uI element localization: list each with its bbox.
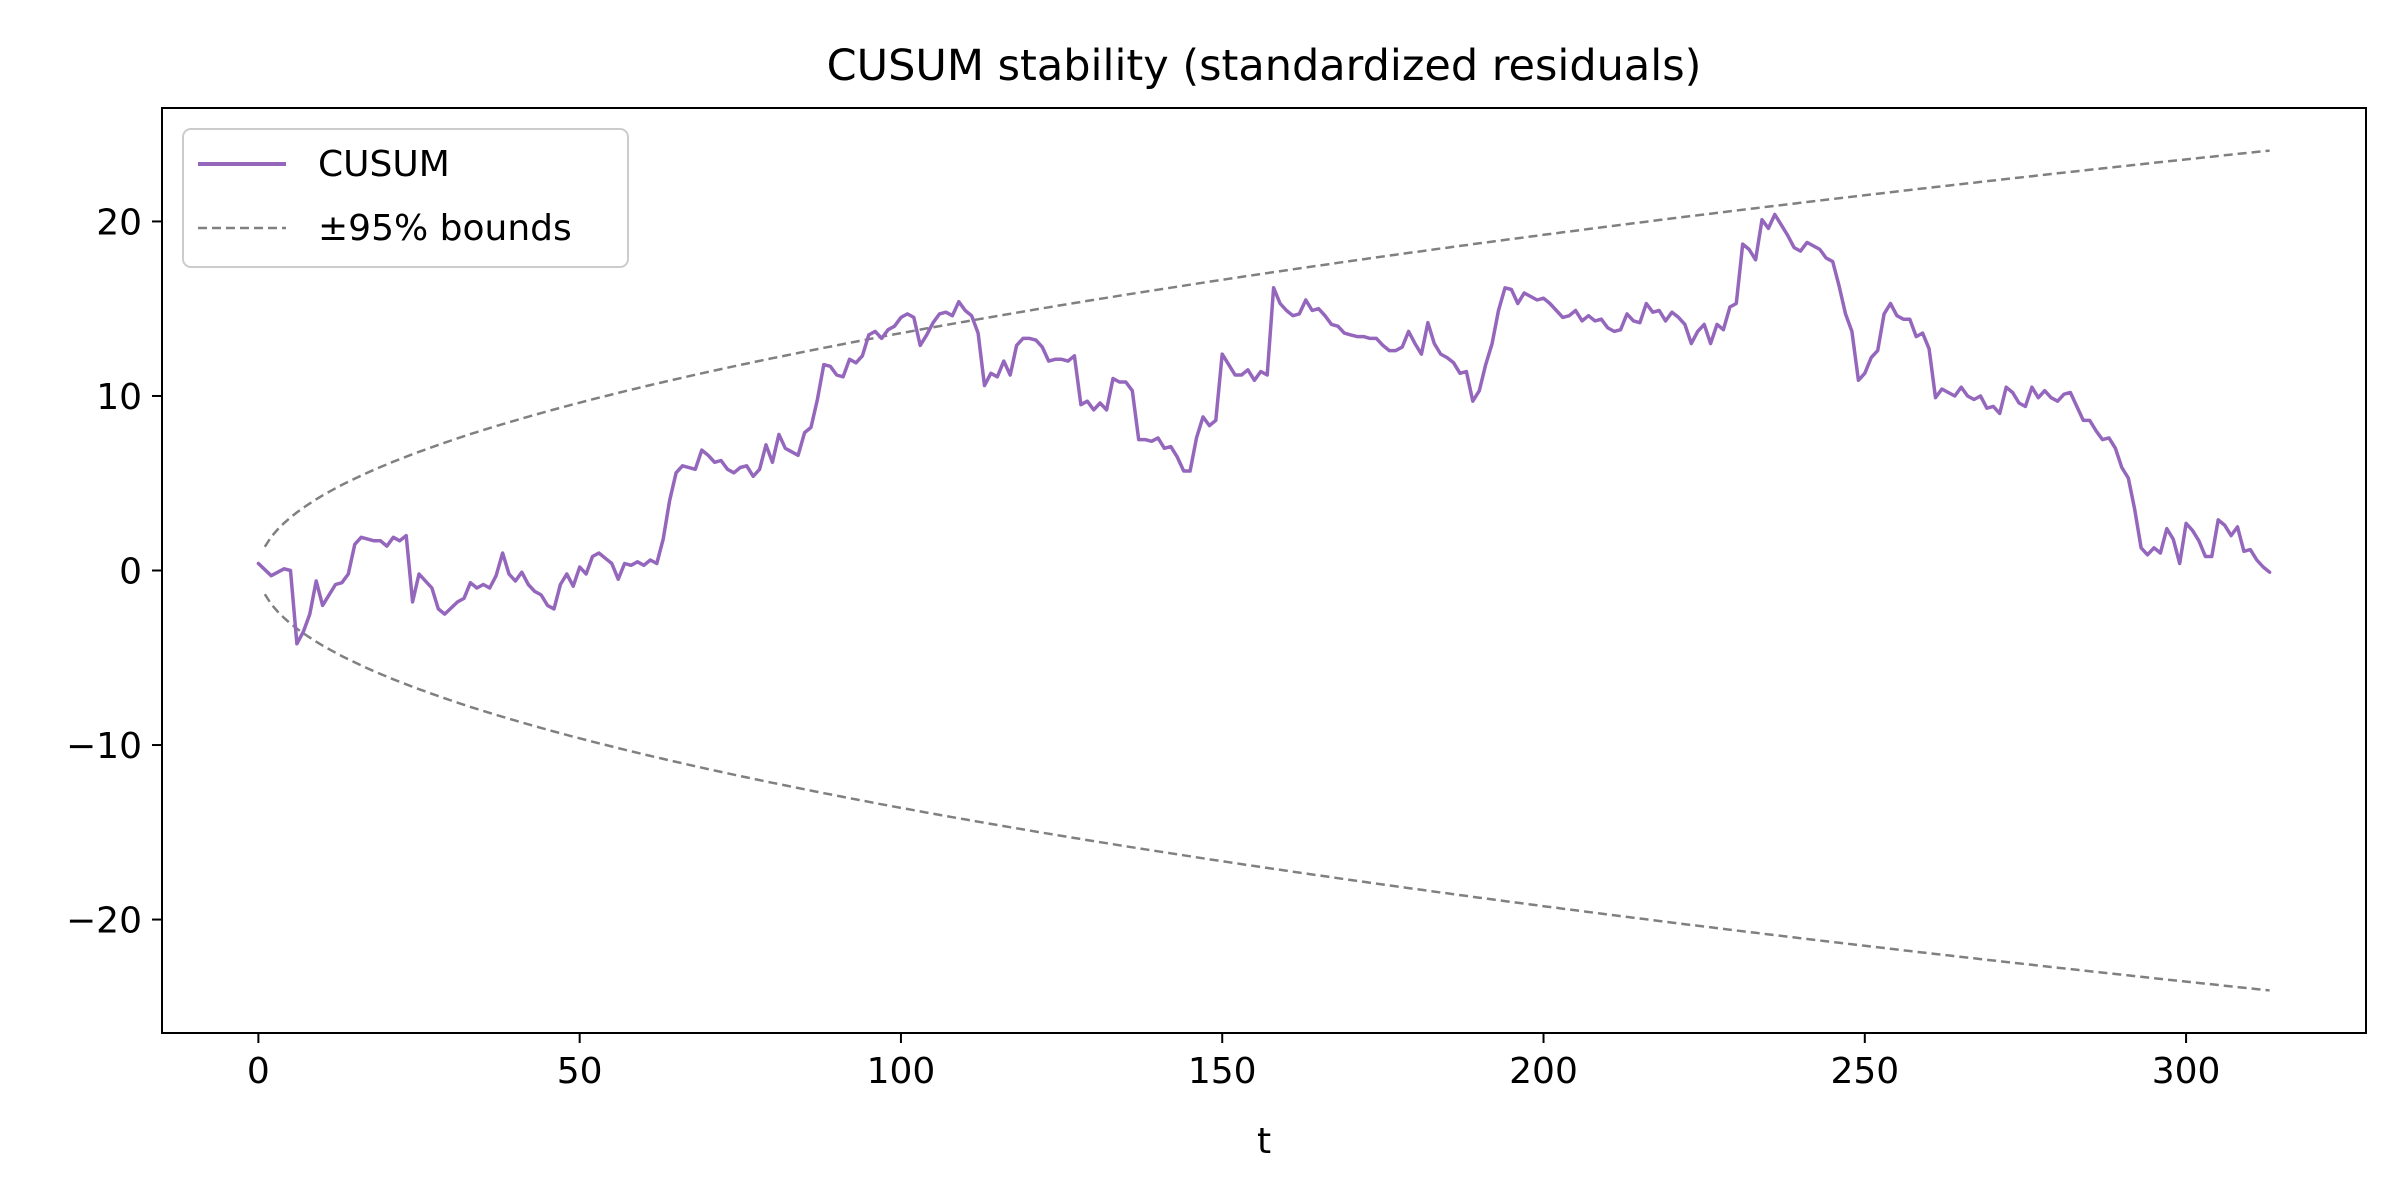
y-tick-label: 20 xyxy=(96,202,142,243)
x-tick-label: 50 xyxy=(557,1051,603,1092)
x-tick-label: 300 xyxy=(2152,1051,2221,1092)
legend-cusum-label: CUSUM xyxy=(318,144,450,185)
y-tick-label: −20 xyxy=(66,901,142,942)
x-tick-label: 100 xyxy=(867,1051,936,1092)
x-tick-label: 250 xyxy=(1830,1051,1899,1092)
x-tick-label: 0 xyxy=(247,1051,270,1092)
legend: CUSUM ±95% bounds xyxy=(183,129,628,267)
x-axis-label: t xyxy=(1257,1121,1271,1162)
y-tick-label: −10 xyxy=(66,726,142,767)
x-tick-label: 200 xyxy=(1509,1051,1578,1092)
y-tick-label: 0 xyxy=(119,552,142,593)
x-tick-label: 150 xyxy=(1188,1051,1257,1092)
y-tick-label: 10 xyxy=(96,377,142,418)
chart-title: CUSUM stability (standardized residuals) xyxy=(827,41,1702,91)
legend-bounds-label: ±95% bounds xyxy=(318,208,572,249)
